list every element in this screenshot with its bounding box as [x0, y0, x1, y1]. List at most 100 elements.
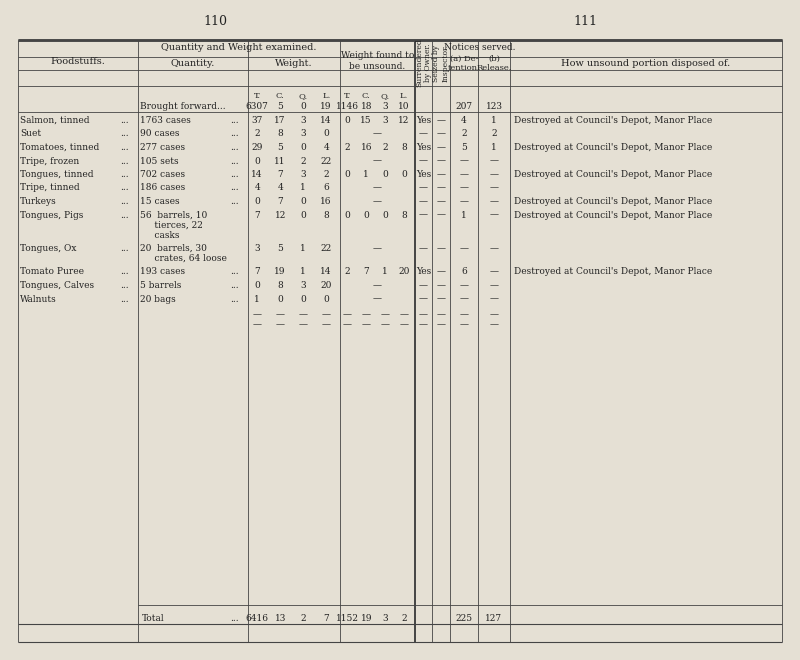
Text: —: —: [419, 320, 428, 329]
Text: 186 cases: 186 cases: [140, 183, 186, 193]
Text: 20 bags: 20 bags: [140, 294, 176, 304]
Text: 3: 3: [254, 244, 260, 253]
Text: Yes: Yes: [416, 267, 431, 277]
Text: Foodstuffs.: Foodstuffs.: [50, 57, 106, 65]
Text: 8: 8: [323, 211, 329, 220]
Text: 18: 18: [361, 102, 372, 111]
Text: 1: 1: [300, 267, 306, 277]
Text: 90 cases: 90 cases: [140, 129, 179, 139]
Text: —: —: [381, 310, 390, 319]
Text: (a) De-
tention.: (a) De- tention.: [448, 55, 480, 72]
Text: 207: 207: [455, 102, 473, 111]
Text: Walnuts: Walnuts: [20, 294, 57, 304]
Text: 1: 1: [382, 267, 388, 277]
Text: (b)
Release.: (b) Release.: [476, 55, 512, 72]
Text: Destroyed at Council's Depot, Manor Place: Destroyed at Council's Depot, Manor Plac…: [514, 116, 712, 125]
Text: Tongues, Ox: Tongues, Ox: [20, 244, 77, 253]
Text: 3: 3: [382, 102, 388, 111]
Text: 4: 4: [278, 183, 283, 193]
Text: ...: ...: [120, 211, 128, 220]
Text: ...: ...: [120, 281, 128, 290]
Text: —: —: [373, 244, 382, 253]
Text: 1: 1: [491, 143, 497, 152]
Text: —: —: [343, 310, 352, 319]
Text: ...: ...: [230, 143, 238, 152]
Text: 0: 0: [300, 294, 306, 304]
Text: ...: ...: [230, 156, 238, 166]
Text: 7: 7: [323, 614, 329, 623]
Text: 12: 12: [398, 116, 410, 125]
Text: —: —: [437, 320, 446, 329]
Text: —: —: [437, 116, 446, 125]
Text: —: —: [437, 294, 446, 304]
Text: ...: ...: [120, 197, 128, 206]
Text: 7: 7: [278, 197, 283, 206]
Text: —: —: [373, 156, 382, 166]
Text: Destroyed at Council's Depot, Manor Place: Destroyed at Council's Depot, Manor Plac…: [514, 211, 712, 220]
Text: Quantity.: Quantity.: [171, 59, 215, 68]
Text: ...: ...: [230, 614, 238, 623]
Text: 0: 0: [254, 156, 260, 166]
Text: Suet: Suet: [20, 129, 41, 139]
Text: 19: 19: [361, 614, 372, 623]
Text: —: —: [490, 156, 498, 166]
Text: Tongues, Calves: Tongues, Calves: [20, 281, 94, 290]
Text: —: —: [437, 267, 446, 277]
Text: —: —: [490, 281, 498, 290]
Text: 127: 127: [486, 614, 502, 623]
Text: 22: 22: [321, 244, 332, 253]
Text: Total: Total: [142, 614, 165, 623]
Text: 0: 0: [323, 129, 329, 139]
Text: Brought forward...: Brought forward...: [140, 102, 226, 111]
Text: ...: ...: [230, 281, 238, 290]
Text: Yes: Yes: [416, 116, 431, 125]
Text: —: —: [490, 211, 498, 220]
Text: 110: 110: [203, 15, 227, 28]
Text: 0: 0: [254, 197, 260, 206]
Text: L.: L.: [322, 92, 330, 100]
Text: T.: T.: [344, 92, 351, 100]
Text: Seized by
Inspector.: Seized by Inspector.: [432, 44, 450, 82]
Text: L.: L.: [400, 92, 408, 100]
Text: Surrendered
by Owner.: Surrendered by Owner.: [415, 39, 432, 87]
Text: ...: ...: [120, 129, 128, 139]
Text: Q.: Q.: [298, 92, 308, 100]
Text: —: —: [459, 320, 469, 329]
Text: —: —: [419, 129, 428, 139]
Text: 2: 2: [254, 129, 260, 139]
Text: —: —: [459, 244, 469, 253]
Text: —: —: [490, 170, 498, 179]
Text: 2: 2: [323, 170, 329, 179]
Text: —: —: [459, 281, 469, 290]
Text: Weight found to
be unsound.: Weight found to be unsound.: [341, 51, 414, 71]
Text: ...: ...: [230, 267, 238, 277]
Text: —: —: [459, 197, 469, 206]
Text: 37: 37: [251, 116, 263, 125]
Text: ...: ...: [230, 183, 238, 193]
Text: 2: 2: [300, 614, 306, 623]
Text: ...: ...: [120, 116, 128, 125]
Text: 4: 4: [461, 116, 467, 125]
Text: 6307: 6307: [246, 102, 269, 111]
Text: —: —: [459, 183, 469, 193]
Text: Weight.: Weight.: [275, 59, 313, 68]
Text: —: —: [459, 294, 469, 304]
Text: —: —: [419, 156, 428, 166]
Text: —: —: [373, 294, 382, 304]
Text: ...: ...: [230, 116, 238, 125]
Text: 16: 16: [321, 197, 332, 206]
Text: 2: 2: [461, 129, 467, 139]
Text: 0: 0: [300, 211, 306, 220]
Text: ...: ...: [120, 183, 128, 193]
Text: Quantity and Weight examined.: Quantity and Weight examined.: [162, 43, 317, 52]
Text: 4: 4: [323, 143, 329, 152]
Text: —: —: [276, 320, 285, 329]
Text: Destroyed at Council's Depot, Manor Place: Destroyed at Council's Depot, Manor Plac…: [514, 170, 712, 179]
Text: 1146: 1146: [336, 102, 359, 111]
Text: 1: 1: [300, 183, 306, 193]
Text: —: —: [322, 310, 330, 319]
Text: —: —: [490, 197, 498, 206]
Text: —: —: [437, 244, 446, 253]
Text: —: —: [459, 156, 469, 166]
Text: 1: 1: [461, 211, 467, 220]
